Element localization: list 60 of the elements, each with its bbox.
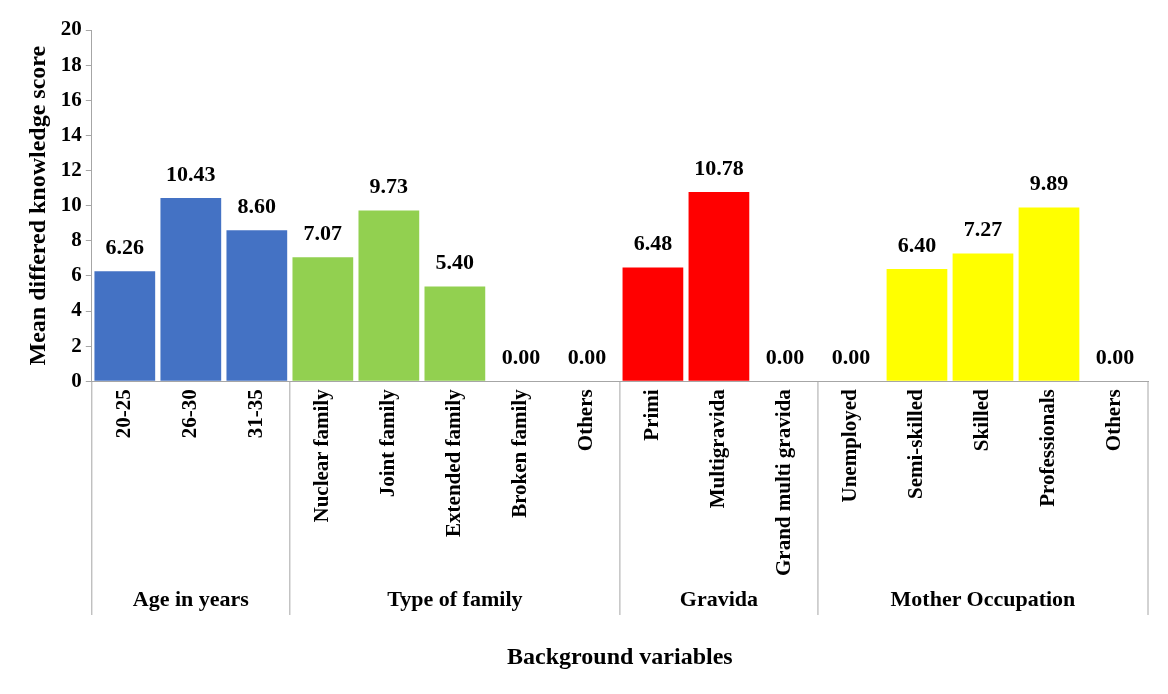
data-label: 0.00: [501, 344, 541, 369]
x-tick-label: Others: [573, 389, 598, 452]
data-label: 10.78: [694, 154, 744, 180]
data-label: 7.07: [303, 219, 343, 245]
data-label: 0.00: [831, 344, 871, 369]
x-tick-label: Unemployed: [837, 389, 862, 503]
x-tick-label: 31-35: [243, 389, 268, 439]
y-tick-label: 18: [60, 51, 82, 76]
x-tick-label: Extended family: [441, 388, 466, 537]
text: Mother Occupation: [890, 585, 1076, 611]
y-tick-label: 12: [60, 156, 82, 181]
bar: [622, 267, 684, 381]
x-tick-label: Professionals: [1035, 389, 1060, 507]
x-tick-label: Skilled: [969, 389, 994, 452]
bar: [952, 253, 1014, 381]
x-tick-label: Broken family: [507, 388, 532, 518]
x-tick-label: 20-25: [111, 389, 136, 439]
y-tick-label: 2: [71, 332, 82, 357]
bar: [886, 268, 948, 381]
y-tick-label: 16: [60, 86, 82, 111]
y-tick-label: 10: [60, 192, 82, 217]
y-tick-label: 6: [71, 262, 82, 287]
text: Gravida: [679, 585, 759, 611]
x-tick-label: Others: [1101, 389, 1126, 452]
data-label: 6.48: [633, 230, 673, 256]
x-tick-label: 26-30: [177, 389, 202, 439]
bar: [1018, 207, 1080, 381]
data-label: 0.00: [567, 344, 607, 369]
data-label: 9.89: [1029, 170, 1069, 196]
bar: [688, 191, 750, 381]
x-axis-title: Background variables: [507, 643, 733, 670]
x-tick-label: Joint family: [375, 388, 400, 498]
x-tick-label: Multigravida: [705, 388, 730, 509]
bar: [226, 230, 288, 381]
y-tick-label: 14: [60, 121, 83, 146]
bar: [292, 257, 354, 381]
data-label: 8.60: [237, 192, 277, 218]
y-tick-label: 4: [71, 297, 83, 322]
data-label: 7.27: [963, 216, 1003, 242]
data-label: 9.73: [369, 173, 409, 199]
data-label: 10.43: [166, 160, 216, 186]
y-tick-label: 20: [60, 16, 82, 41]
data-label: 6.40: [897, 231, 937, 257]
data-label: 5.40: [435, 249, 475, 275]
x-tick-label: Semi-skilled: [903, 389, 928, 499]
text: Type of family: [387, 585, 523, 611]
bar: [94, 271, 156, 381]
data-label: 6.26: [105, 234, 145, 260]
x-tick-label: Primi: [639, 389, 664, 441]
text: Age in years: [132, 585, 250, 611]
y-tick-label: 8: [71, 227, 82, 252]
bar: [358, 210, 420, 381]
x-tick-label: Nuclear family: [309, 388, 334, 523]
x-tick-label: Grand multi gravida: [771, 388, 796, 576]
bar: [160, 198, 222, 381]
y-axis-title: Mean differed knowledge score: [23, 45, 50, 366]
bar: [424, 286, 486, 381]
data-label: 0.00: [1095, 344, 1135, 369]
data-label: 0.00: [765, 344, 805, 369]
y-tick-label: 0: [71, 367, 82, 392]
